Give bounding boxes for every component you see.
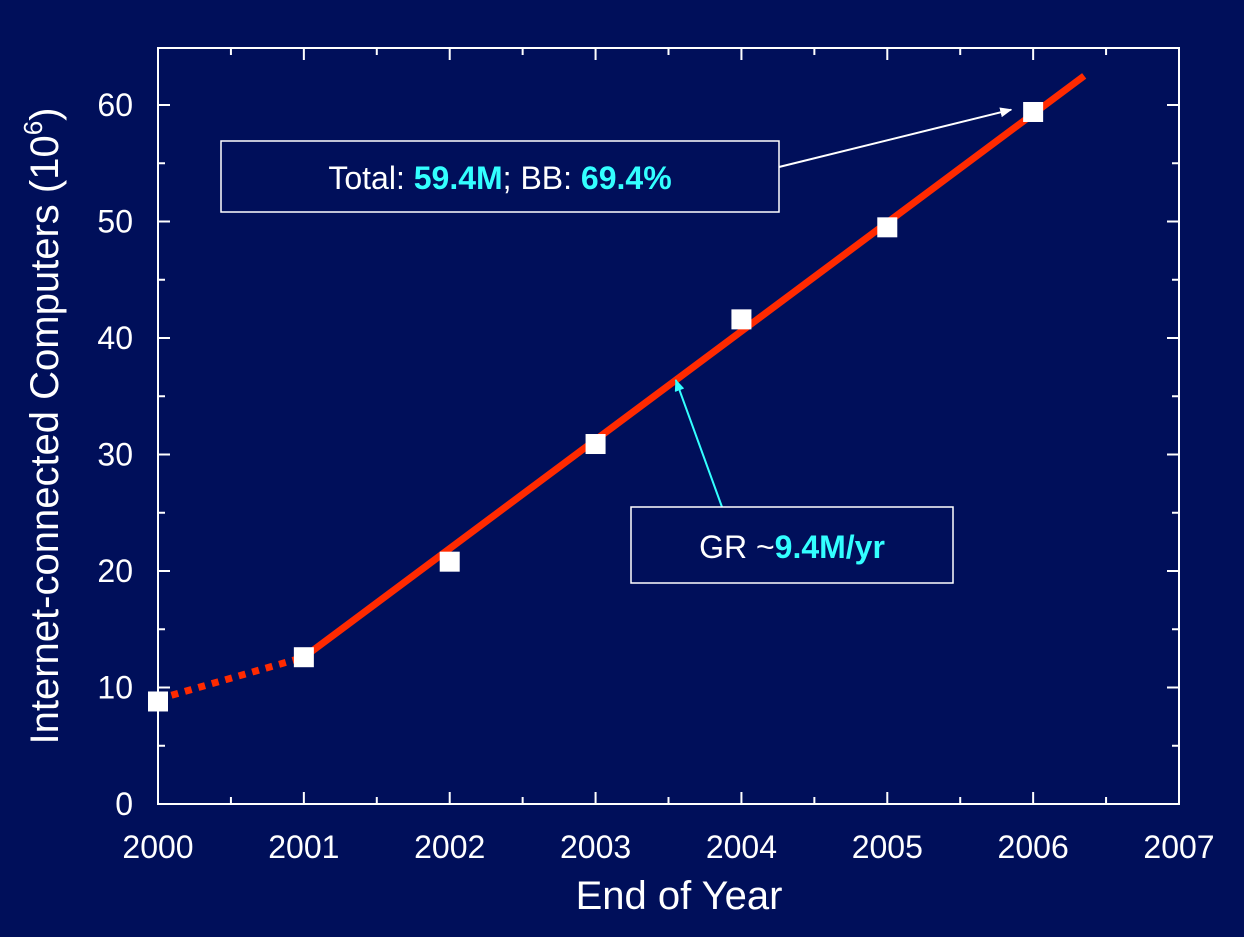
growth-annotation-arrow (674, 379, 723, 508)
data-point-2003 (585, 434, 606, 455)
total-annotation-box (220, 140, 780, 213)
x-tick-label: 2001 (268, 829, 339, 865)
x-tick-label: 2000 (122, 829, 193, 865)
y-tick-label: 40 (97, 320, 133, 356)
data-point-2001 (293, 647, 314, 668)
total-value: 59.4M (414, 160, 503, 196)
fit-line (301, 73, 1087, 661)
data-point-2002 (439, 551, 460, 572)
y-axis-title-main: Internet-connected Computers (10 (23, 135, 67, 744)
total-annotation-arrow (778, 107, 1013, 168)
total-annotation-label: Total: 59.4M; BB: 69.4% (328, 160, 671, 196)
x-tick-label: 2002 (414, 829, 485, 865)
growth-prefix: GR ~ (699, 529, 775, 565)
growth-value: 9.4M/yr (775, 529, 885, 565)
tick-marks (157, 48, 1180, 805)
x-tick-label: 2005 (852, 829, 923, 865)
x-tick-label: 2004 (706, 829, 777, 865)
y-axis-title-close: ) (23, 107, 67, 120)
data-point-2005 (877, 217, 898, 238)
x-tick-label: 2003 (560, 829, 631, 865)
data-point-2006 (1023, 101, 1044, 122)
y-tick-label: 20 (97, 553, 133, 589)
x-axis-title: End of Year (576, 874, 783, 918)
x-tick-label: 2006 (998, 829, 1069, 865)
x-tick-label: 2007 (1143, 829, 1214, 865)
y-tick-label: 50 (97, 204, 133, 240)
y-tick-label: 0 (115, 786, 133, 822)
y-tick-label: 10 (97, 670, 133, 706)
growth-annotation-label: GR ~9.4M/yr (699, 529, 885, 565)
total-prefix: Total: (328, 160, 413, 196)
y-tick-label: 30 (97, 437, 133, 473)
data-point-2004 (731, 309, 752, 330)
total-middle: ; BB: (503, 160, 581, 196)
extrapolation-line (157, 653, 305, 703)
data-point-2000 (148, 691, 168, 712)
broadband-value: 69.4% (581, 160, 672, 196)
y-tick-label: 60 (97, 87, 133, 123)
y-axis-title-exponent: 6 (18, 121, 48, 135)
y-axis-title: Internet-connected Computers (106) (18, 107, 67, 744)
data-points (148, 101, 1044, 712)
y-tick-labels: 0 10 20 30 40 50 60 (97, 87, 133, 822)
growth-annotation-box (630, 506, 954, 584)
x-tick-labels: 2000 2001 2002 2003 2004 2005 2006 2007 (122, 829, 1214, 865)
